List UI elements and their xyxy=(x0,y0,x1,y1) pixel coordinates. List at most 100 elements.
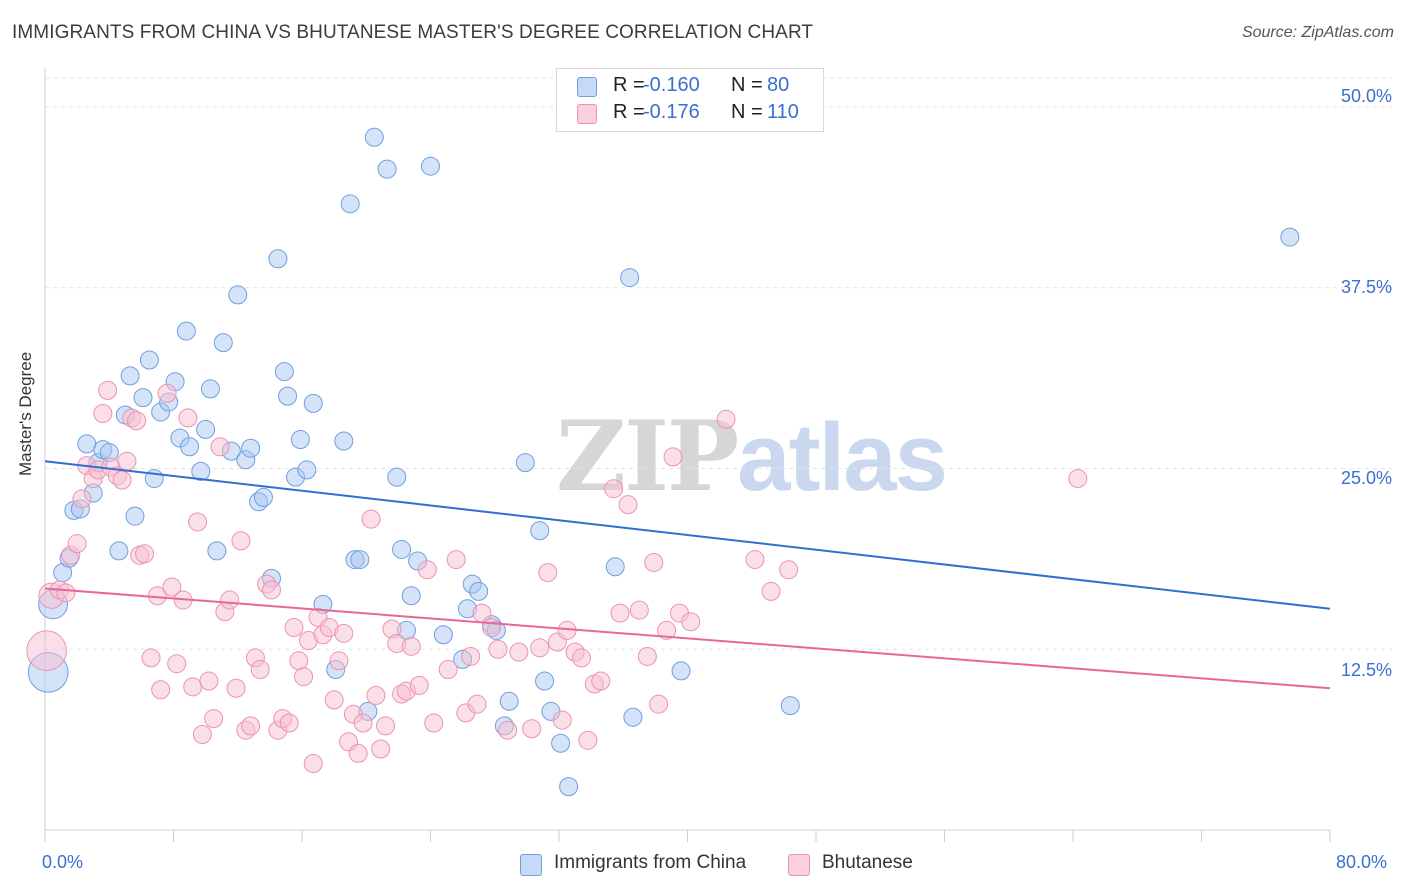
bhutanese-point xyxy=(438,659,458,679)
china-point xyxy=(530,521,550,541)
bhutanese-point xyxy=(571,648,591,668)
bhutanese-point xyxy=(424,713,444,733)
bhutanese-trend-line xyxy=(44,587,1331,690)
bhutanese-point xyxy=(348,743,368,763)
bhutanese-point xyxy=(366,686,386,706)
china-point xyxy=(605,557,625,577)
bhutanese-point xyxy=(199,671,219,691)
china-point xyxy=(77,434,97,454)
bhutanese-point xyxy=(716,409,736,429)
bhutanese-point xyxy=(761,581,781,601)
bhutanese-point xyxy=(376,716,396,736)
chart-title: IMMIGRANTS FROM CHINA VS BHUTANESE MASTE… xyxy=(12,22,814,43)
china-point xyxy=(297,460,317,480)
n-label: N = xyxy=(731,101,763,123)
bhutanese-point xyxy=(279,713,299,733)
china-point xyxy=(228,285,248,305)
china-point xyxy=(133,388,153,408)
r-label: R = xyxy=(613,74,645,96)
china-swatch xyxy=(520,854,542,876)
china-point xyxy=(207,541,227,561)
bhutanese-point xyxy=(461,646,481,666)
china-point xyxy=(278,386,298,406)
bhutanese-point xyxy=(509,642,529,662)
bhutanese-point xyxy=(334,623,354,643)
china-swatch xyxy=(577,77,597,97)
bhutanese-swatch xyxy=(577,104,597,124)
bhutanese-point xyxy=(112,470,132,490)
bhutanese-point xyxy=(72,489,92,509)
china-trend-line xyxy=(44,460,1331,610)
bhutanese-point xyxy=(117,451,137,471)
n-value: 110 xyxy=(767,101,799,123)
watermark-zip: ZIP xyxy=(556,400,739,513)
china-point xyxy=(196,419,216,439)
bhutanese-point xyxy=(488,639,508,659)
bhutanese-point xyxy=(250,659,270,679)
bhutanese-point xyxy=(226,678,246,698)
bhutanese-point xyxy=(151,680,171,700)
bhutanese-point xyxy=(26,630,67,671)
bhutanese-point xyxy=(610,603,630,623)
china-point xyxy=(377,159,397,179)
watermark-atlas: atlas xyxy=(737,404,948,511)
china-point xyxy=(623,707,643,727)
bhutanese-point xyxy=(261,580,281,600)
bhutanese-point xyxy=(56,583,76,603)
source-label: Source: ZipAtlas.com xyxy=(1241,24,1394,41)
china-point xyxy=(671,661,691,681)
bhutanese-point xyxy=(591,671,611,691)
china-point xyxy=(780,696,800,716)
china-point xyxy=(559,777,579,797)
china-point xyxy=(551,733,571,753)
r-value: -0.176 xyxy=(643,101,700,123)
legend-label-china: Immigrants from China xyxy=(554,852,747,873)
bhutanese-point xyxy=(417,560,437,580)
bhutanese-point xyxy=(167,654,187,674)
bhutanese-point xyxy=(401,636,421,656)
china-point xyxy=(1280,227,1300,247)
bhutanese-point xyxy=(192,725,212,745)
china-point xyxy=(340,194,360,214)
bhutanese-point xyxy=(220,590,240,610)
bhutanese-point xyxy=(183,677,203,697)
bhutanese-point xyxy=(681,612,701,632)
bhutanese-point xyxy=(324,690,344,710)
bhutanese-point xyxy=(552,710,572,730)
x-tick-label-min: 0.0% xyxy=(42,852,84,872)
bhutanese-point xyxy=(93,404,113,424)
bhutanese-point xyxy=(446,550,466,570)
bhutanese-point xyxy=(644,552,664,572)
china-point xyxy=(290,430,310,450)
watermark: ZIPatlas xyxy=(556,400,948,513)
bhutanese-point xyxy=(467,694,487,714)
bhutanese-point xyxy=(745,550,765,570)
bhutanese-point xyxy=(538,563,558,583)
bhutanese-point xyxy=(361,509,381,529)
bhutanese-point xyxy=(329,651,349,671)
bhutanese-point xyxy=(618,495,638,515)
china-point xyxy=(387,467,407,487)
bhutanese-point xyxy=(498,720,518,740)
bhutanese-point xyxy=(67,534,87,554)
bhutanese-point xyxy=(657,620,677,640)
bhutanese-point xyxy=(353,713,373,733)
bhutanese-point xyxy=(157,383,177,403)
china-point xyxy=(499,691,519,711)
bhutanese-point xyxy=(294,667,314,687)
bhutanese-point xyxy=(482,618,502,638)
bhutanese-point xyxy=(779,560,799,580)
china-point xyxy=(421,156,440,176)
bhutanese-point xyxy=(629,600,649,620)
bhutanese-point xyxy=(371,739,391,759)
n-label: N = xyxy=(731,74,763,96)
bhutanese-point xyxy=(530,638,550,658)
correlation-legend: R = -0.160 N = 80 R = -0.176 N = 110 xyxy=(556,68,824,132)
china-point xyxy=(620,268,640,288)
china-point xyxy=(364,127,384,147)
r-value: -0.160 xyxy=(643,74,700,96)
bhutanese-point xyxy=(98,380,118,400)
china-point xyxy=(125,506,145,526)
china-point xyxy=(253,487,273,507)
